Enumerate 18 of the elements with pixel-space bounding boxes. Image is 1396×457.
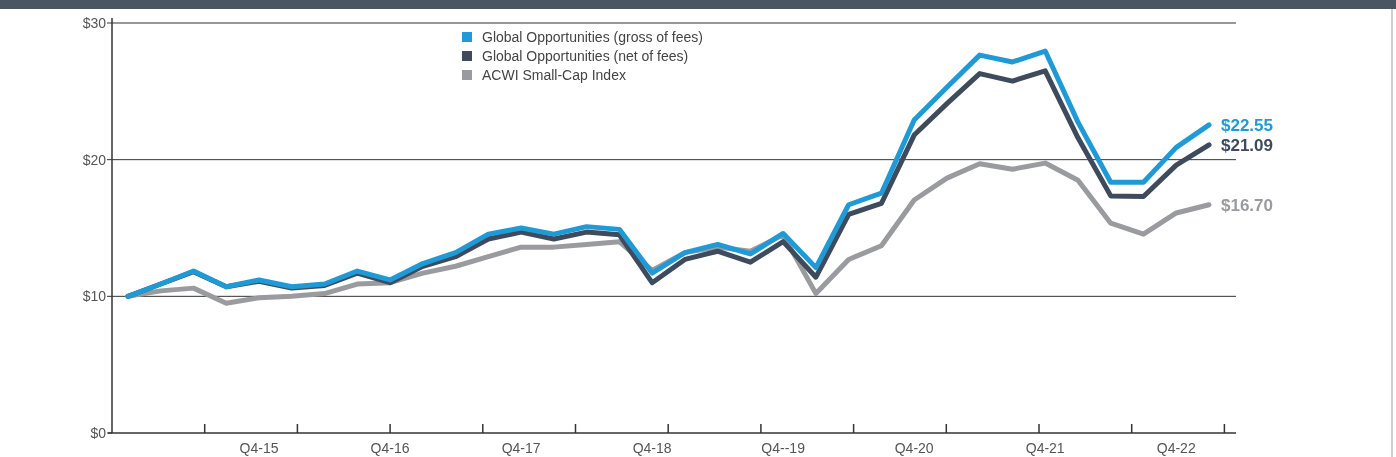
x-tick-label: Q4-22 (1156, 440, 1196, 456)
y-tick-label: $0 (90, 424, 107, 441)
x-tick-label: Q4--19 (761, 440, 806, 456)
y-tick-label: $10 (82, 288, 107, 305)
legend-label: ACWI Small-Cap Index (482, 66, 626, 83)
x-tick-label: Q4-15 (239, 440, 279, 456)
legend-label: Global Opportunities (gross of fees) (482, 28, 703, 45)
legend-label: Global Opportunities (net of fees) (482, 47, 689, 64)
x-tick-label: Q4-18 (632, 440, 672, 456)
x-tick-label: Q4-21 (1025, 440, 1065, 456)
x-tick-label: Q4-20 (894, 440, 934, 456)
x-tick-label: Q4-17 (501, 440, 541, 456)
x-tick-label: Q4-16 (370, 440, 410, 456)
y-tick-label: $20 (82, 151, 107, 168)
data-label: $16.70 (1221, 195, 1273, 215)
data-label: $21.09 (1221, 135, 1273, 155)
y-tick-label: $30 (82, 14, 107, 31)
data-label: $22.55 (1221, 115, 1273, 135)
